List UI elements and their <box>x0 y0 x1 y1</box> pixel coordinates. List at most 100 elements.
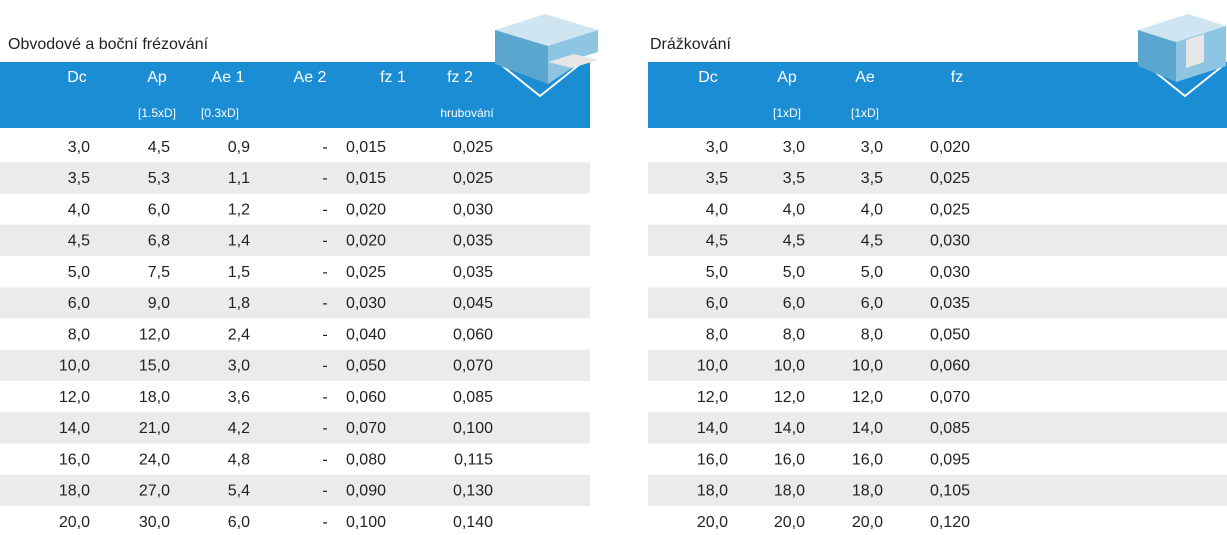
cell: 12,0 <box>139 326 170 343</box>
cell: - <box>322 326 327 343</box>
decoration <box>1144 63 1226 98</box>
cell: 3,5 <box>68 170 90 187</box>
cell: 14,0 <box>59 420 90 437</box>
cell: 4,8 <box>228 451 250 468</box>
table-title: Obvodové a boční frézování <box>8 36 209 53</box>
cell: 1,2 <box>228 201 250 218</box>
cell: 4,5 <box>68 233 90 250</box>
column-header: Ae 2 <box>294 69 327 86</box>
cell: 0,030 <box>453 201 493 218</box>
cell: 8,0 <box>861 326 883 343</box>
row-shade <box>0 162 590 194</box>
cell: 3,0 <box>783 139 805 156</box>
cell: 3,5 <box>706 170 728 187</box>
cell: 0,105 <box>930 483 970 500</box>
cell: 0,140 <box>453 514 493 531</box>
column-header: fz 2 <box>447 69 473 86</box>
cell: 0,035 <box>930 295 970 312</box>
cell: 10,0 <box>59 358 90 375</box>
cell: 0,025 <box>930 170 970 187</box>
cell: 6,0 <box>706 295 728 312</box>
cell: 6,0 <box>861 295 883 312</box>
cell: 0,020 <box>346 201 386 218</box>
cell: 4,0 <box>783 201 805 218</box>
cell: 0,030 <box>930 264 970 281</box>
cell: 4,0 <box>68 201 90 218</box>
cell: 6,8 <box>148 233 170 250</box>
cell: 5,3 <box>148 170 170 187</box>
cell: 8,0 <box>68 326 90 343</box>
column-subheader: hrubování <box>440 106 494 120</box>
cell: 0,060 <box>453 326 493 343</box>
column-header: fz 1 <box>380 69 406 86</box>
cell: 0,025 <box>930 201 970 218</box>
cell: 5,4 <box>228 483 250 500</box>
cell: 4,5 <box>783 233 805 250</box>
cell: 18,0 <box>139 389 170 406</box>
cell: - <box>322 358 327 375</box>
column-header: Dc <box>698 69 718 86</box>
cell: 18,0 <box>59 483 90 500</box>
cell: 0,085 <box>453 389 493 406</box>
cell: 7,5 <box>148 264 170 281</box>
cell: 1,1 <box>228 170 250 187</box>
cell: 30,0 <box>139 514 170 531</box>
column-subheader: [1.5xD] <box>138 106 176 120</box>
cell: - <box>322 389 327 406</box>
cell: 1,4 <box>228 233 250 250</box>
icon-slotting <box>1138 14 1226 82</box>
cell: 2,4 <box>228 326 250 343</box>
cell: 0,015 <box>346 170 386 187</box>
cell: 14,0 <box>774 420 805 437</box>
cell: 0,060 <box>930 358 970 375</box>
column-header: Ae <box>855 69 875 86</box>
icon-side-milling <box>495 14 598 84</box>
cell: 5,0 <box>706 264 728 281</box>
cell: 0,030 <box>930 233 970 250</box>
cell: 0,070 <box>453 358 493 375</box>
column-header: Ap <box>777 69 797 86</box>
row-shade <box>648 349 1227 381</box>
cell: 27,0 <box>139 483 170 500</box>
cell: 0,095 <box>930 451 970 468</box>
cell: 5,0 <box>861 264 883 281</box>
cell: 3,0 <box>861 139 883 156</box>
table-title: Drážkování <box>650 36 731 53</box>
cell: 20,0 <box>852 514 883 531</box>
cell: 0,020 <box>930 139 970 156</box>
row-shade <box>0 349 590 381</box>
cell: 15,0 <box>139 358 170 375</box>
cell: 21,0 <box>139 420 170 437</box>
cell: 1,5 <box>228 264 250 281</box>
cell: 0,035 <box>453 233 493 250</box>
cell: 6,0 <box>68 295 90 312</box>
row-shade <box>648 474 1227 506</box>
row-shade <box>648 224 1227 256</box>
cell: 20,0 <box>774 514 805 531</box>
cell: 0,060 <box>346 389 386 406</box>
cell: 8,0 <box>783 326 805 343</box>
cell: 1,8 <box>228 295 250 312</box>
cell: 12,0 <box>774 389 805 406</box>
column-subheader: [0.3xD] <box>201 106 239 120</box>
cell: 16,0 <box>59 451 90 468</box>
cell: 4,0 <box>706 201 728 218</box>
cell: 0,120 <box>930 514 970 531</box>
cell: 0,050 <box>346 358 386 375</box>
cell: 4,5 <box>706 233 728 250</box>
row-shade <box>0 224 590 256</box>
cell: 4,0 <box>861 201 883 218</box>
cell: 0,130 <box>453 483 493 500</box>
cell: 0,025 <box>346 264 386 281</box>
cell: 0,100 <box>453 420 493 437</box>
cell: 0,085 <box>930 420 970 437</box>
cell: 6,0 <box>148 201 170 218</box>
row-shade <box>0 412 590 444</box>
cell: 16,0 <box>697 451 728 468</box>
cell: 0,040 <box>346 326 386 343</box>
cell: 3,0 <box>706 139 728 156</box>
cell: - <box>322 170 327 187</box>
cell: 12,0 <box>59 389 90 406</box>
header-band <box>648 62 1227 128</box>
cell: - <box>322 483 327 500</box>
